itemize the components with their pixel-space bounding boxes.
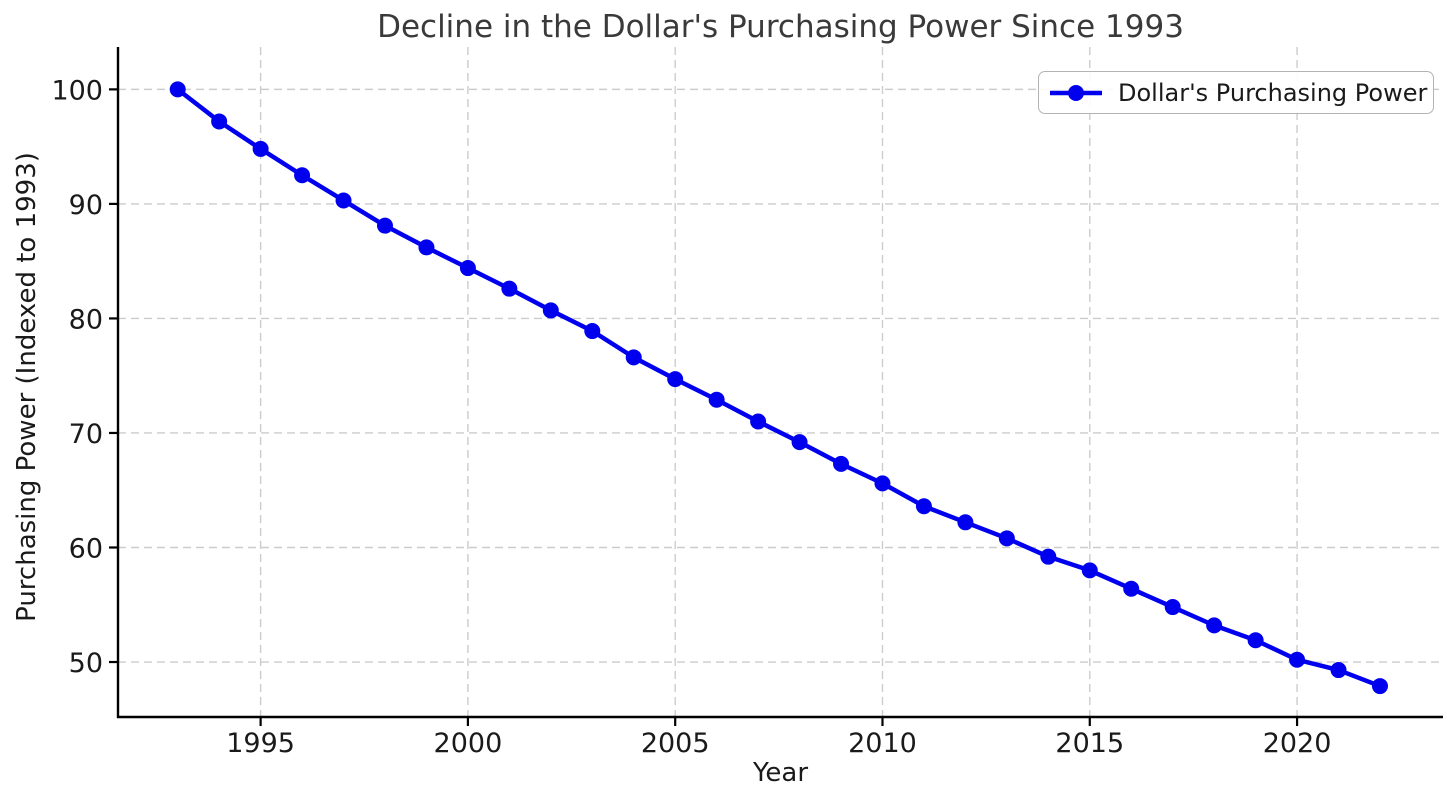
data-point-marker: [418, 239, 435, 256]
data-point-marker: [252, 140, 269, 157]
data-point-marker: [708, 391, 725, 408]
data-point-marker: [584, 323, 601, 340]
y-tick-label: 80: [69, 304, 103, 335]
y-tick-label: 100: [51, 75, 103, 106]
data-point-marker: [915, 498, 932, 515]
data-point-marker: [667, 371, 684, 388]
data-point-marker: [294, 167, 311, 184]
x-tick-label: 2015: [1055, 728, 1124, 759]
x-tick-label: 2020: [1263, 728, 1332, 759]
data-point-marker: [1330, 662, 1347, 679]
y-tick-label: 70: [69, 419, 103, 450]
data-point-marker: [1289, 651, 1306, 668]
data-point-marker: [501, 280, 518, 297]
y-tick-label: 60: [69, 533, 103, 564]
data-point-marker: [1247, 632, 1264, 649]
x-tick-label: 2005: [641, 728, 710, 759]
data-point-marker: [957, 514, 974, 531]
data-point-marker: [750, 413, 767, 430]
data-point-marker: [211, 113, 228, 130]
data-point-marker: [791, 434, 808, 451]
series-line: [175, 87, 1383, 689]
x-tick-label: 2010: [848, 728, 917, 759]
x-tick-label: 2000: [434, 728, 503, 759]
x-axis-label: Year: [752, 758, 809, 788]
data-point-marker: [1164, 599, 1181, 616]
data-point-marker: [998, 530, 1015, 547]
data-point-marker: [1040, 548, 1057, 565]
data-point-marker: [874, 475, 891, 492]
data-point-marker: [1123, 580, 1140, 597]
data-point-marker: [1371, 678, 1388, 695]
chart-title: Decline in the Dollar's Purchasing Power…: [377, 9, 1184, 45]
data-point-marker: [459, 260, 476, 277]
data-point-marker: [625, 349, 642, 366]
legend-line-sample-icon: [1050, 84, 1102, 101]
legend: Dollar's Purchasing Power: [1038, 71, 1434, 114]
y-tick-label: 50: [69, 648, 103, 679]
data-point-marker: [335, 192, 352, 209]
y-axis-label: Purchasing Power (Indexed to 1993): [12, 152, 42, 622]
y-tick-label: 90: [69, 190, 103, 221]
x-tick-label: 1995: [226, 728, 295, 759]
legend-label: Dollar's Purchasing Power: [1118, 78, 1428, 107]
data-point-marker: [542, 302, 559, 319]
data-point-marker: [1081, 562, 1098, 579]
data-point-marker: [1206, 617, 1223, 634]
data-point-marker: [376, 217, 393, 234]
data-point-marker: [169, 81, 186, 98]
data-point-marker: [833, 455, 850, 472]
